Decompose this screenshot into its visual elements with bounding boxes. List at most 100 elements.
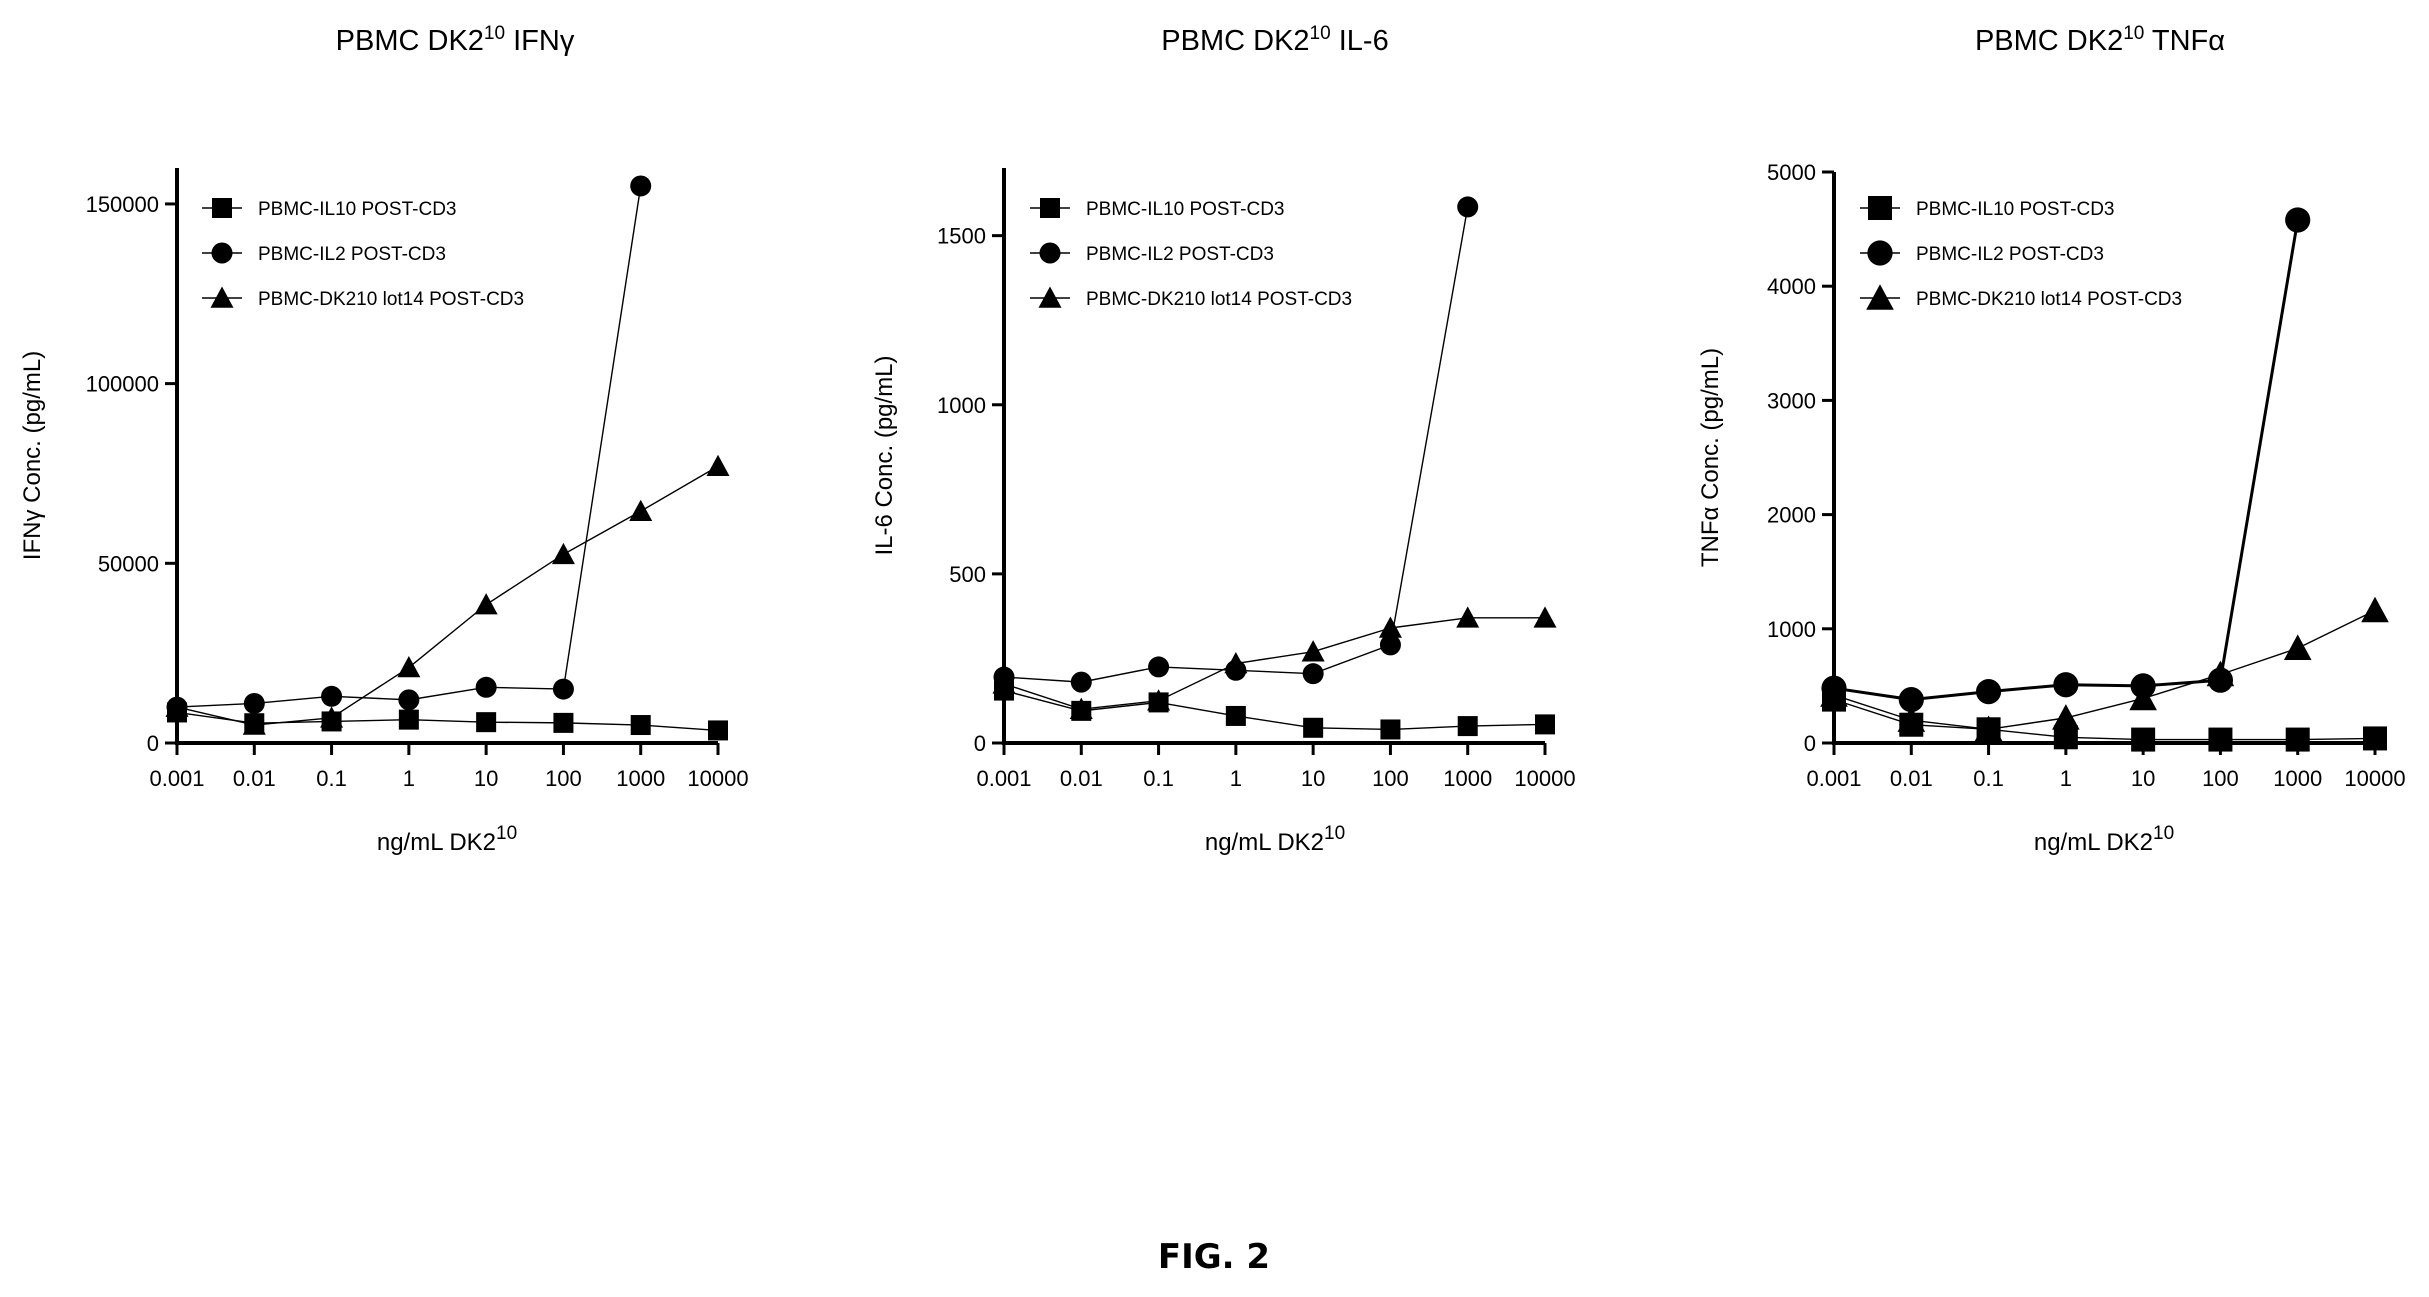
chart-title-tail: TNFα [2144,25,2225,57]
x-tick-label: 10000 [687,766,748,791]
legend-label: PBMC-IL2 POST-CD3 [1086,244,1274,265]
y-tick-label: 3000 [1767,388,1816,413]
x-axis-label-sup: 10 [496,823,517,844]
x-axis-label-sup: 10 [2153,823,2174,844]
x-tick-label: 100 [545,766,582,791]
chart-title-tail: IL-6 [1331,25,1389,57]
chart-title-sup: 10 [484,23,505,44]
data-point-circle [475,676,497,698]
data-point-square [630,715,651,736]
data-point-triangle [1974,715,2003,742]
data-point-square [2285,727,2310,752]
data-point-square [476,712,497,733]
x-tick-label: 10 [2131,766,2155,791]
x-tick-label: 0.001 [1806,766,1861,791]
y-tick-label: 500 [949,562,986,587]
chart-title-tail: IFNγ [505,25,575,57]
chart-3: PBMC DK210 TNFα0100020003000400050000.00… [1697,23,2406,856]
x-tick-label: 0.01 [233,766,276,791]
y-tick-label: 1000 [1767,617,1816,642]
legend-marker-triangle [1866,284,1894,310]
data-point-circle [552,678,574,700]
x-tick-label: 0.001 [149,766,204,791]
y-tick-label: 5000 [1767,160,1816,185]
y-axis-label-main: IFNγ Conc. (pg/mL) [19,351,46,560]
data-point-triangle [474,593,498,615]
x-tick-label: 1 [2060,766,2072,791]
data-point-triangle [165,695,189,717]
x-tick-label: 100 [2202,766,2239,791]
data-point-triangle [1301,640,1325,662]
chart-title-main: PBMC DK2 [336,25,484,57]
data-point-circle [1898,687,1924,713]
legend-label: PBMC-DK210 lot14 POST-CD3 [1916,289,2182,310]
legend-marker-square [212,198,232,218]
data-point-circle [1148,656,1170,678]
data-point-triangle [2052,704,2080,730]
figure-label: FIG. 2 [1158,1237,1270,1277]
x-axis-label-main: ng/mL DK2 [377,829,496,856]
x-tick-label: 0.1 [1143,766,1174,791]
x-tick-label: 0.1 [316,766,347,791]
data-point-square [1225,705,1246,726]
data-point-circle [2053,672,2079,698]
x-tick-label: 10000 [1514,766,1575,791]
chart-title-main: PBMC DK2 [1161,25,1309,57]
data-point-square [1303,717,1324,738]
series-line [176,465,719,726]
data-point-square [1380,719,1401,740]
x-tick-label: 10000 [2344,766,2405,791]
legend-label: PBMC-IL2 POST-CD3 [1916,244,2104,265]
data-point-triangle [1897,706,1926,732]
legend-marker-circle [1867,240,1893,266]
series-triangle [165,454,730,735]
legend-label: PBMC-DK210 lot14 POST-CD3 [258,289,524,310]
data-point-triangle [1378,616,1402,638]
series-line [1833,698,2376,741]
data-point-circle [1379,634,1401,656]
data-point-circle [1457,196,1479,218]
x-axis-label-main: ng/mL DK2 [2034,829,2153,856]
data-point-triangle [397,656,421,678]
y-tick-label: 50000 [98,551,159,576]
y-tick-label: 4000 [1767,274,1816,299]
data-point-triangle [1147,689,1171,711]
y-axis-label: IFNγ Conc. (pg/mL) [19,351,46,560]
data-point-triangle [1224,652,1248,674]
data-point-circle [321,685,343,707]
data-point-triangle [242,713,266,735]
y-tick-label: 100000 [86,372,159,397]
data-point-triangle [629,499,653,521]
legend-marker-circle [211,242,233,264]
data-point-square [398,709,419,730]
y-axis-label: IL-6 Conc. (pg/mL) [871,355,898,555]
data-point-triangle [1533,606,1557,628]
data-point-triangle [2206,660,2235,687]
x-tick-label: 0.01 [1890,766,1933,791]
data-point-triangle [1456,606,1480,628]
y-tick-label: 0 [974,731,986,756]
y-tick-label: 2000 [1767,503,1816,528]
y-tick-label: 1000 [937,393,986,418]
data-point-triangle [320,706,344,728]
series-triangle [1820,596,2389,742]
data-point-circle [2285,207,2311,233]
data-point-square [553,712,574,733]
series-line [1003,689,1546,731]
y-tick-label: 0 [147,731,159,756]
chart-title: PBMC DK210 IL-6 [1161,23,1388,57]
x-tick-label: 1 [403,766,415,791]
chart-title: PBMC DK210 TNFα [1975,23,2225,57]
series-triangle [992,606,1557,719]
x-tick-label: 1000 [2273,766,2322,791]
y-axis-label: TNFα Conc. (pg/mL) [1697,348,1724,567]
x-tick-label: 0.01 [1060,766,1103,791]
x-axis-label-sup: 10 [1324,823,1345,844]
data-point-circle [1070,671,1092,693]
x-axis-label: ng/mL DK210 [1205,823,1345,856]
legend-label: PBMC-DK210 lot14 POST-CD3 [1086,289,1352,310]
x-tick-label: 1000 [1443,766,1492,791]
